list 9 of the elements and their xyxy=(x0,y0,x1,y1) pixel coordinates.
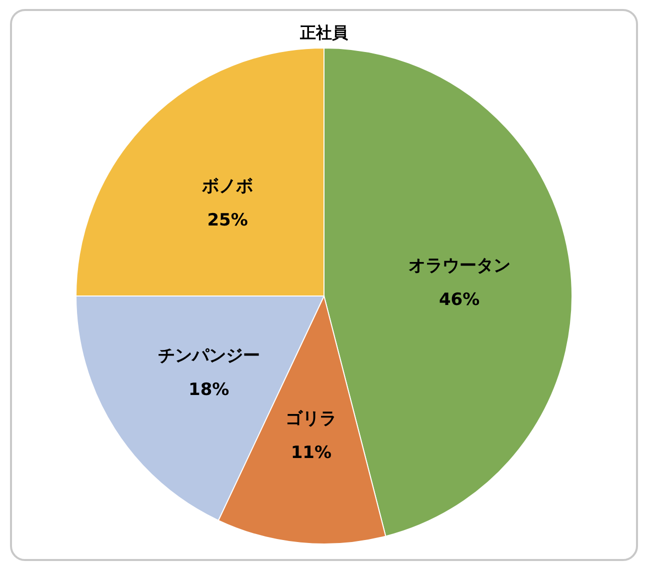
slice-label: ゴリラ xyxy=(286,408,337,429)
data-label: 18% xyxy=(188,380,230,400)
slice-label: オラウータン xyxy=(408,256,510,276)
data-label: 46% xyxy=(438,290,480,310)
data-label: 25% xyxy=(207,210,248,231)
chart-title: 正社員 xyxy=(299,23,349,42)
slice-label: ボノボ xyxy=(201,176,254,197)
data-label: 11% xyxy=(290,442,332,463)
slice-label: チンパンジー xyxy=(158,346,260,366)
